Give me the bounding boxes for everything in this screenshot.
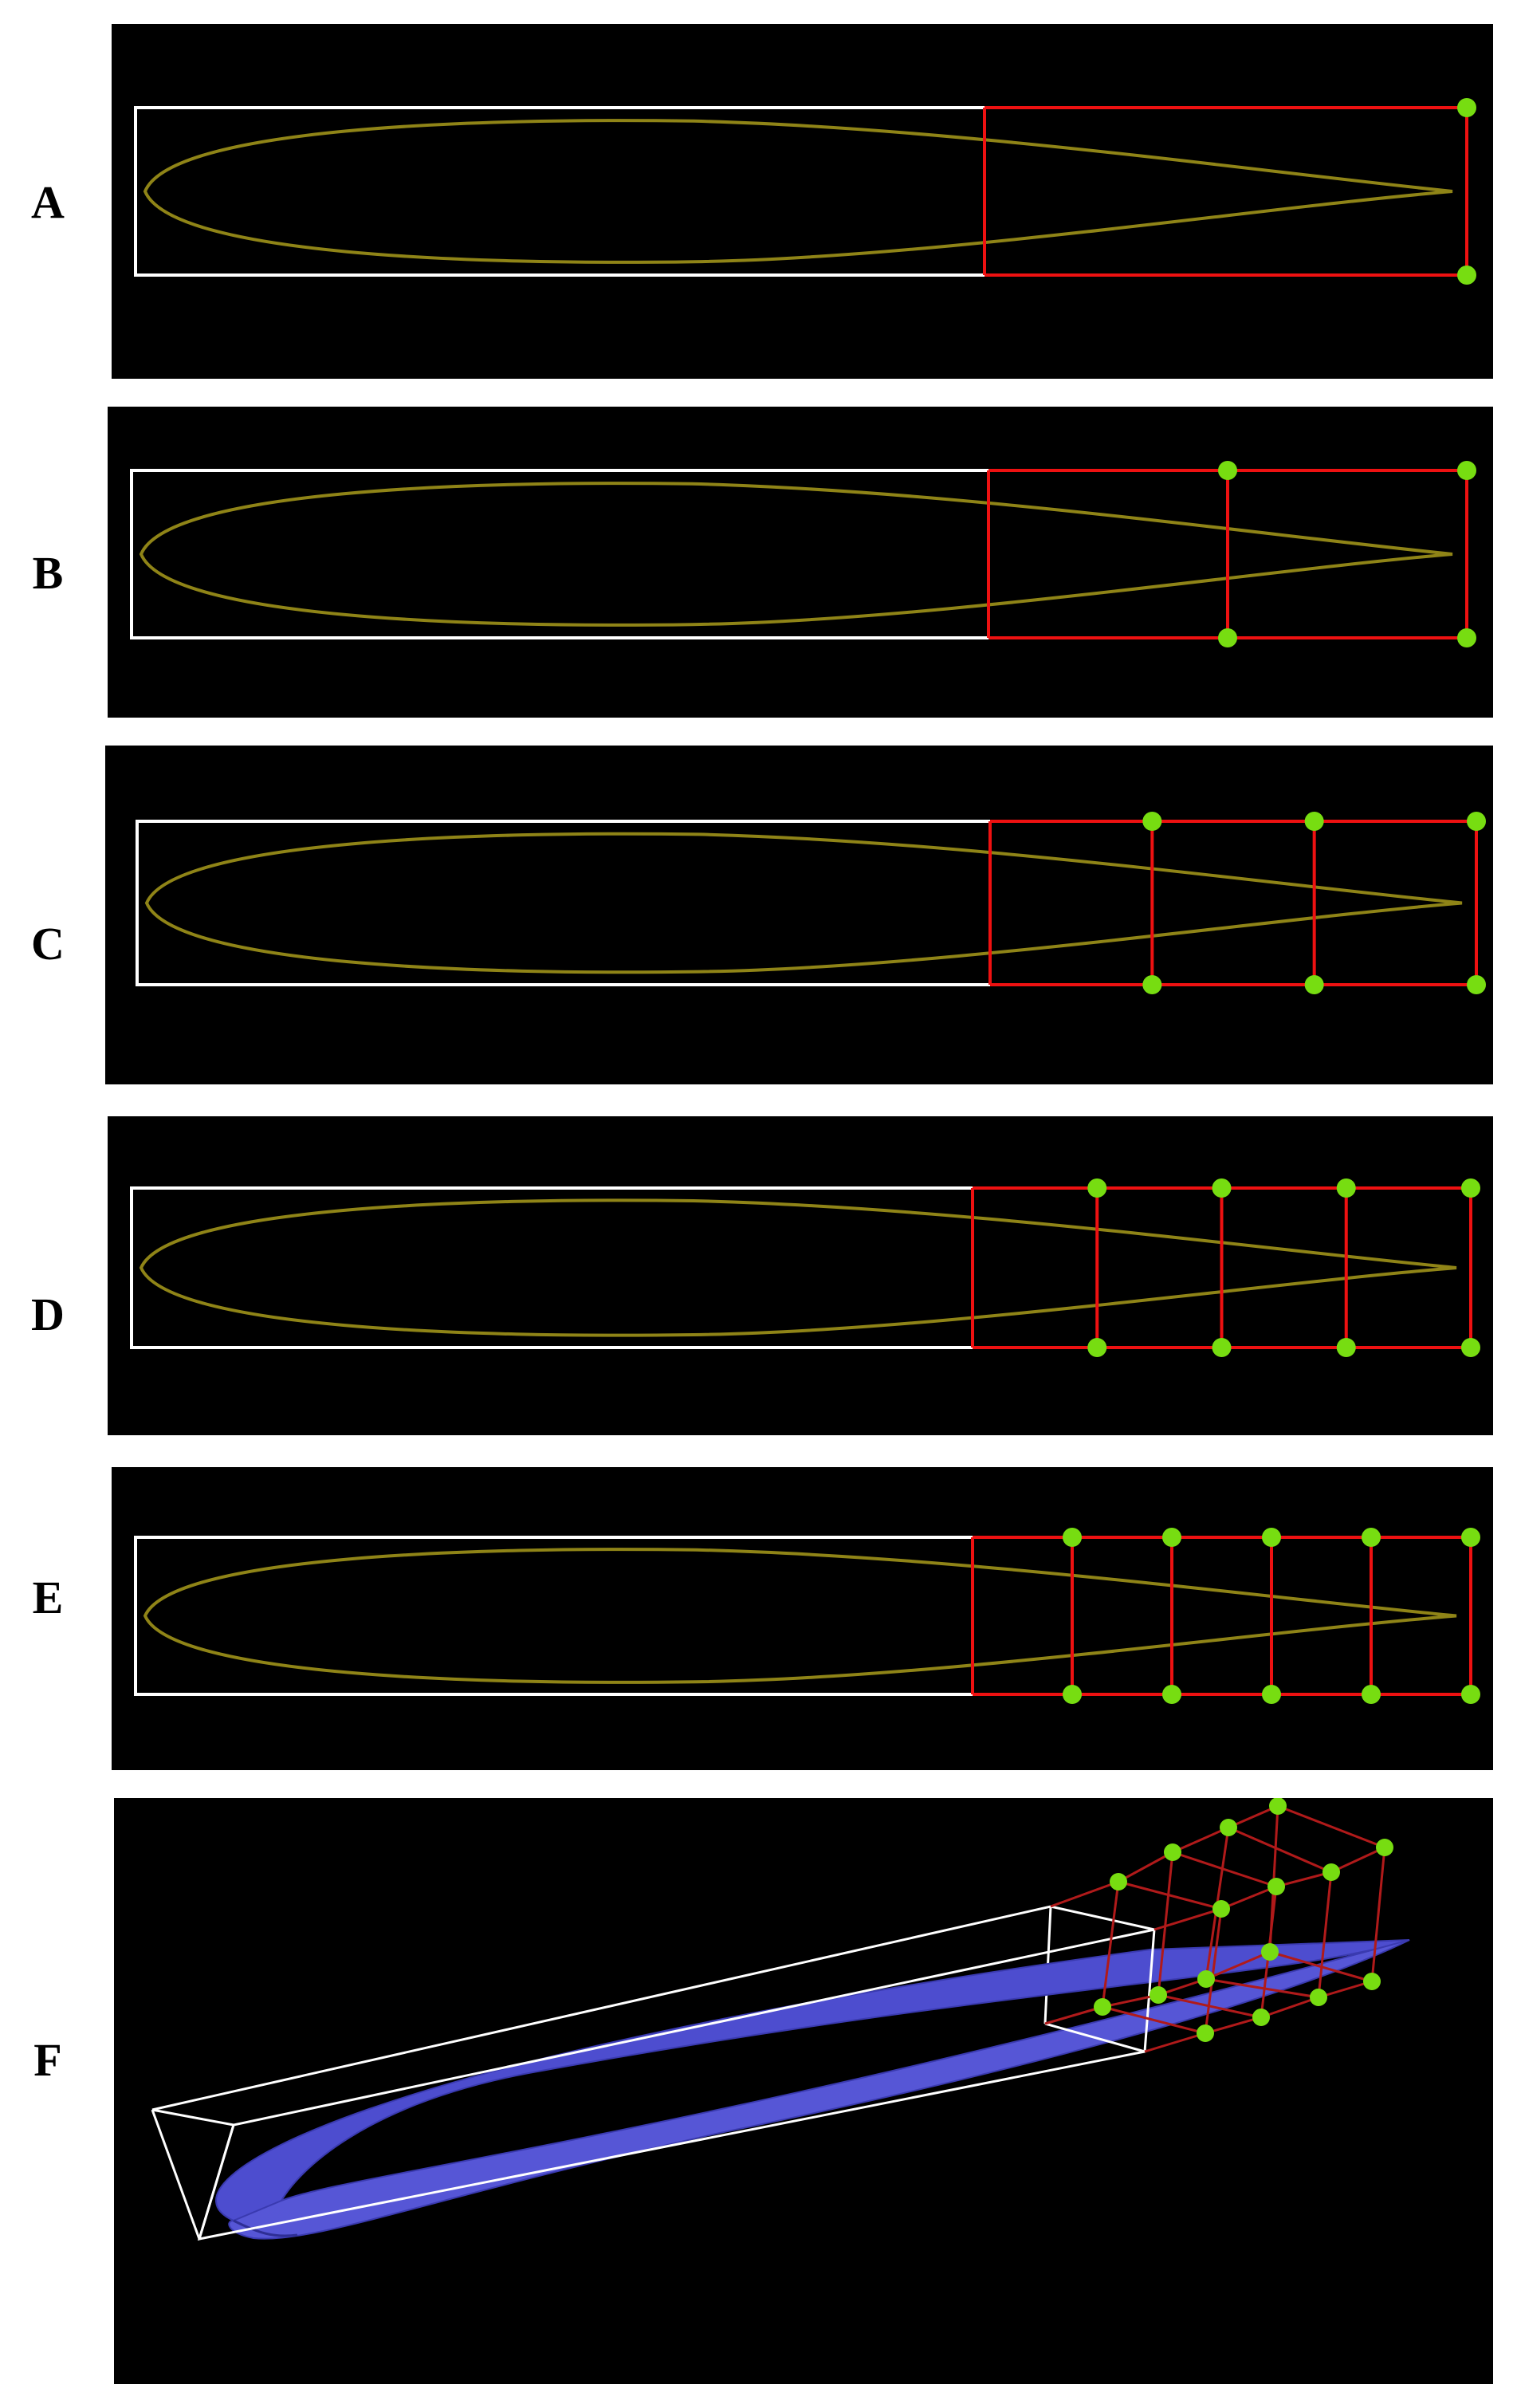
control-point — [1457, 628, 1476, 647]
panel-e-diagram — [134, 1528, 1480, 1704]
control-point — [1461, 1528, 1480, 1547]
bounding-box — [130, 469, 990, 639]
bounding-box — [134, 106, 986, 277]
control-point — [1087, 1338, 1107, 1357]
control-point — [1457, 98, 1476, 117]
control-point — [1461, 1685, 1480, 1704]
control-points-3d — [1094, 1798, 1393, 2042]
panel-f — [114, 1798, 1493, 2384]
control-point — [1461, 1178, 1480, 1198]
airfoil-outline — [143, 1548, 1457, 1684]
control-points — [1218, 461, 1476, 647]
bounding-box — [136, 820, 992, 986]
control-point — [1457, 266, 1476, 285]
control-point — [1467, 812, 1486, 831]
airfoil-outline — [139, 482, 1453, 627]
panel-label-c: C — [31, 918, 65, 970]
panel-b — [108, 407, 1493, 718]
airfoil-outline — [143, 119, 1453, 264]
control-lattice — [971, 1186, 1472, 1349]
control-point — [1362, 1528, 1381, 1547]
control-lattice — [983, 106, 1468, 277]
control-point — [1142, 975, 1162, 994]
panel-c-diagram — [136, 812, 1486, 994]
control-point — [1262, 1685, 1281, 1704]
bounding-box — [130, 1186, 974, 1349]
control-point — [1457, 461, 1476, 480]
control-point — [1142, 812, 1162, 831]
panel-label-d: D — [31, 1289, 65, 1340]
panel-label-b: B — [32, 547, 64, 599]
control-point — [1218, 628, 1237, 647]
control-point — [1461, 1338, 1480, 1357]
control-lattice — [971, 1536, 1472, 1696]
control-lattice — [987, 469, 1468, 639]
control-points — [1063, 1528, 1480, 1704]
bounding-box — [134, 1536, 974, 1696]
control-point — [1063, 1528, 1082, 1547]
control-point — [1362, 1685, 1381, 1704]
control-point — [1162, 1685, 1181, 1704]
control-lattice-3d — [1044, 1804, 1386, 2053]
airfoil-outline — [139, 1198, 1457, 1337]
control-point — [1218, 461, 1237, 480]
panel-e — [112, 1467, 1493, 1770]
control-point — [1212, 1178, 1232, 1198]
panel-b-diagram — [130, 461, 1476, 647]
control-point — [1063, 1685, 1082, 1704]
control-point — [1336, 1338, 1356, 1357]
control-point — [1162, 1528, 1181, 1547]
control-point — [1262, 1528, 1281, 1547]
airfoil-outline — [144, 832, 1463, 974]
panel-d-diagram — [130, 1178, 1480, 1357]
control-point — [1467, 975, 1486, 994]
panel-label-f: F — [33, 2034, 62, 2086]
control-points — [1087, 1178, 1480, 1357]
bounding-box-3d — [151, 1905, 1155, 2240]
control-point — [1304, 812, 1324, 831]
control-point — [1304, 975, 1324, 994]
control-point — [1336, 1178, 1356, 1198]
wing-surface — [215, 1939, 1410, 2240]
panel-c — [105, 746, 1493, 1084]
control-points — [1457, 98, 1476, 285]
wing-3d-diagram — [151, 1798, 1410, 2241]
panel-label-a: A — [31, 176, 65, 228]
control-lattice — [988, 820, 1478, 986]
panel-label-e: E — [32, 1572, 64, 1623]
control-point — [1212, 1338, 1232, 1357]
panel-a-diagram — [134, 98, 1476, 285]
control-points — [1142, 812, 1486, 994]
panel-a — [112, 24, 1493, 379]
control-point — [1087, 1178, 1107, 1198]
panel-d — [108, 1116, 1493, 1435]
